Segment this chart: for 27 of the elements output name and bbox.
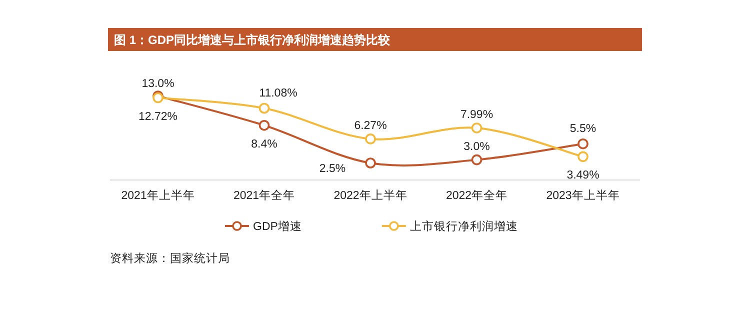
data-label: 3.49%	[566, 170, 600, 182]
data-label: 5.5%	[570, 122, 596, 135]
data-label: 7.99%	[460, 108, 494, 121]
data-label: 2.5%	[319, 163, 346, 175]
x-tick-label: 2023年上半年	[546, 189, 620, 202]
point	[471, 154, 482, 166]
point	[258, 102, 270, 114]
legend-label: GDP增速	[253, 220, 302, 233]
text: 资料来源：国家统计局	[110, 251, 230, 265]
x-tick-label: 2021年上半年	[121, 189, 195, 202]
point	[365, 158, 376, 168]
data-label: 8.4%	[251, 138, 278, 150]
x-tick-label: 2022年上半年	[334, 189, 408, 202]
point	[258, 120, 270, 131]
x-tick-label: 2022年全年	[446, 189, 508, 202]
point	[365, 134, 376, 144]
legend-label: 上市银行净利润增速	[410, 219, 518, 233]
x-tick-label: 2021年全年	[233, 189, 296, 202]
data-label: 12.72%	[138, 110, 178, 123]
chart-title: 图 1：GDP同比增速与上市银行净利润增速趋势比较	[114, 33, 392, 47]
point	[471, 122, 482, 134]
data-label: 11.08%	[259, 87, 298, 100]
data-label: 3.0%	[464, 140, 490, 153]
data-label: 13.0%	[142, 78, 174, 90]
data-label: 6.27%	[354, 120, 387, 132]
point	[578, 138, 588, 150]
point	[578, 151, 588, 162]
